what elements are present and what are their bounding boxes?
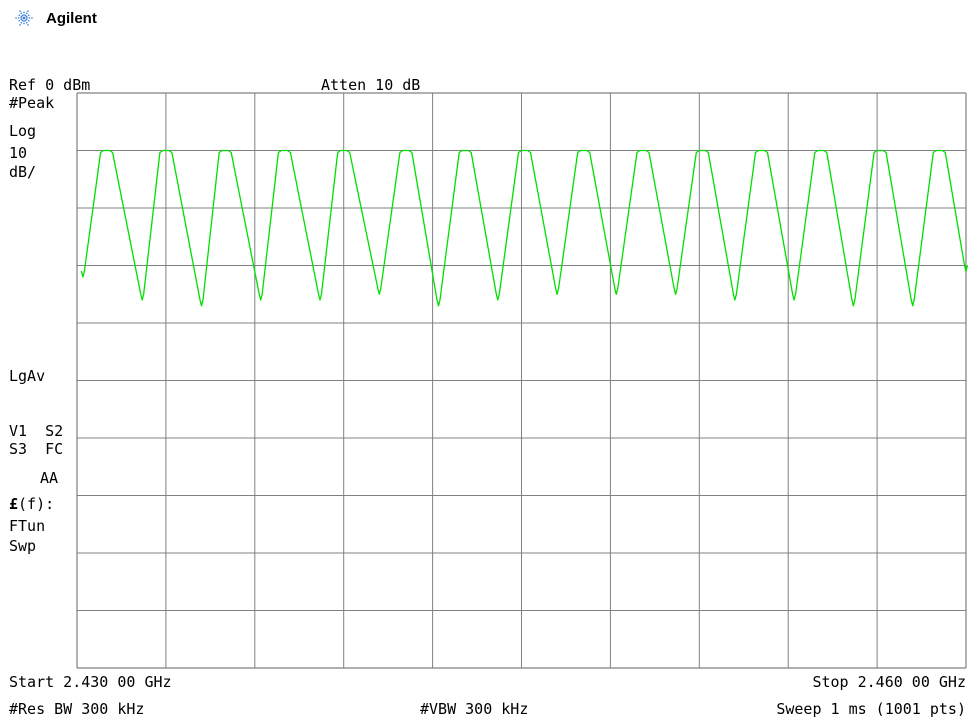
scale-unit-label: dB/ — [9, 163, 37, 181]
stop-frequency: Stop 2.460 00 GHz — [812, 673, 966, 691]
ftun-label: FTun — [9, 517, 46, 535]
video-bandwidth: #VBW 300 kHz — [420, 700, 529, 718]
resolution-bandwidth: #Res BW 300 kHz — [9, 700, 145, 718]
function-symbol: £ — [9, 495, 19, 513]
graticule — [76, 92, 967, 669]
averaging-label: LgAv — [9, 367, 46, 385]
sweep-mode-label: Swp — [9, 537, 37, 555]
attenuation-label: Atten 10 dB — [321, 76, 421, 94]
sweep-time: Sweep 1 ms (1001 pts) — [776, 700, 966, 718]
agilent-spark-icon — [15, 9, 33, 27]
function-label-text: (f): — [18, 495, 55, 513]
detector-label: #Peak — [9, 94, 55, 112]
status-s3-fc: S3 FC — [9, 440, 64, 458]
scale-type-label: Log — [9, 122, 37, 140]
trace-extrema — [82, 150, 967, 307]
scale-value-label: 10 — [9, 144, 28, 162]
start-frequency: Start 2.430 00 GHz — [9, 673, 172, 691]
trace-line — [80, 149, 968, 307]
function-label: £(f): — [9, 495, 54, 513]
status-aa: AA — [40, 469, 59, 487]
status-v1-s2: V1 S2 — [9, 422, 64, 440]
brand: Agilent — [14, 8, 97, 28]
ref-level-label: Ref 0 dBm — [9, 76, 91, 94]
brand-name: Agilent — [46, 9, 97, 27]
